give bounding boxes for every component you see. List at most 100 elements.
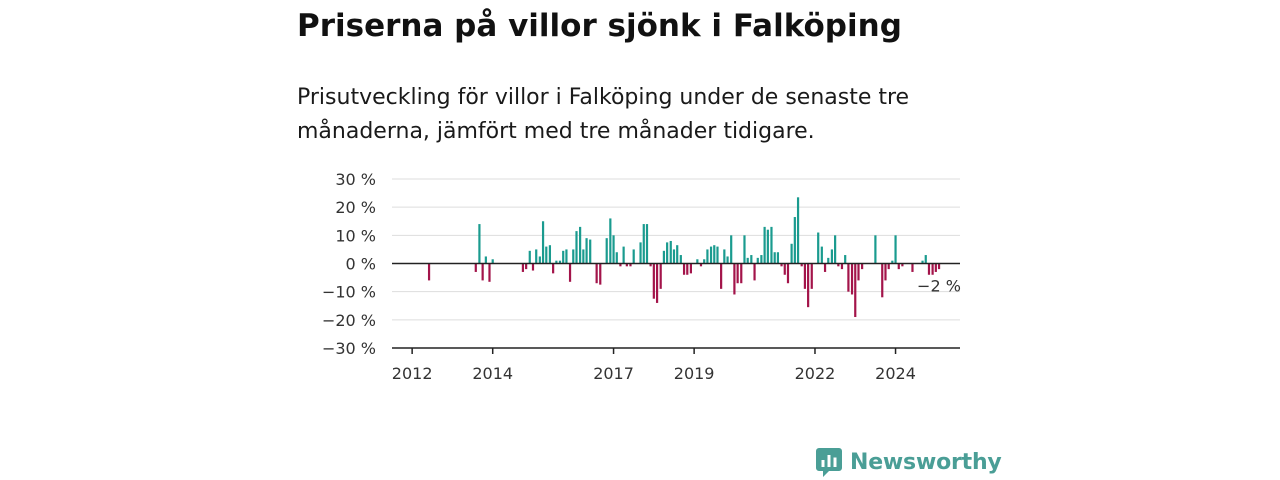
y-tick-label: 10 % [335,226,376,245]
bar-positive [844,255,847,264]
bar-negative [780,263,783,267]
bar-negative [652,263,655,299]
latest-value-annotation: −2 % [917,277,961,296]
bar-chart: 30 %20 %10 %0 %−10 %−20 %−30 % 2012 2014 2… [322,170,961,383]
bar-negative [807,263,810,308]
bar-negative [840,263,844,270]
bar-negative [740,263,743,284]
bar-positive [639,242,642,264]
bar-positive [582,249,585,264]
y-tick-label: 0 % [346,255,376,274]
bar-negative [655,263,659,303]
bar-negative [689,263,692,274]
bar-positive [535,249,538,264]
x-tick-label: 2012 [392,364,433,383]
bar-negative [823,263,827,272]
bar-negative [884,263,887,281]
bar-positive [609,218,612,264]
bar-positive [484,256,487,264]
bar-positive [790,243,793,264]
bar-negative [720,263,723,289]
bar-negative [649,263,652,267]
bar-negative [783,263,786,275]
bar-negative [753,263,756,281]
newsworthy-brand[interactable]: Newsworthy [816,446,1002,478]
bar-positive [589,239,592,264]
bar-positive [548,245,552,264]
bar-positive [558,260,562,264]
bar-negative [911,263,914,272]
bar-positive [579,226,582,264]
bar-negative [837,263,840,267]
x-tick-label: 2022 [795,364,836,383]
bar-positive [538,256,541,264]
chart-title: Priserna på villor sjönk i Falköping [297,8,902,44]
bar-positive [706,249,709,264]
bar-negative [599,263,602,285]
bar-negative [686,263,689,275]
bar-positive [894,235,897,264]
bar-negative [699,263,703,267]
bar-positive [921,260,924,264]
bar-negative [525,263,528,270]
bar-negative [619,263,622,267]
grid-lines [392,178,960,321]
bar-positive [562,250,565,264]
bar-negative [800,263,803,267]
bar-positive [709,246,713,264]
newsworthy-logo-icon [816,448,842,477]
bar-negative [810,263,813,289]
bar-positive [676,245,679,264]
bar-positive [726,256,729,264]
chart-subtitle: Prisutveckling för villor i Falköping un… [297,85,910,144]
bar-positive [666,242,669,264]
bar-positive [763,226,766,264]
y-tick-label: −10 % [322,283,376,302]
bar-negative [481,263,484,281]
bar-positive [491,259,494,264]
bar-negative [931,263,934,275]
bar-negative [629,263,632,267]
bar-positive [632,249,635,264]
bar-positive [750,255,753,264]
bar-positive [703,259,706,264]
bar-positive [696,259,699,264]
bars [427,197,941,318]
bar-negative [897,263,900,270]
x-tick-label: 2019 [674,364,715,383]
x-tick-label: 2024 [875,364,916,383]
x-tick-label: 2014 [472,364,513,383]
bar-positive [766,229,769,264]
bar-positive [672,249,676,264]
bar-negative [881,263,884,298]
bar-positive [555,260,558,264]
bar-positive [478,224,481,264]
bar-negative [934,263,937,272]
bar-negative [488,263,491,282]
bar-positive [528,250,531,264]
bar-positive [642,224,645,264]
bar-positive [773,252,776,264]
bar-negative [861,263,864,270]
bar-positive [662,250,666,264]
bar-positive [756,257,759,264]
x-axis-ticks [411,348,897,354]
bar-positive [585,238,588,264]
bar-negative [786,263,790,284]
bar-positive [605,238,608,264]
bar-positive [874,235,877,264]
bar-positive [713,245,716,264]
bar-negative [733,263,736,295]
bar-positive [796,197,800,264]
bar-positive [723,249,726,264]
bar-positive [924,255,927,264]
bar-positive [891,260,894,264]
y-tick-label: −20 % [322,311,376,330]
bar-positive [830,249,833,264]
bar-positive [760,255,763,264]
bar-positive [615,252,618,264]
bar-negative [659,263,662,289]
bar-positive [575,231,578,264]
bar-negative [803,263,807,289]
bar-negative [927,263,931,275]
